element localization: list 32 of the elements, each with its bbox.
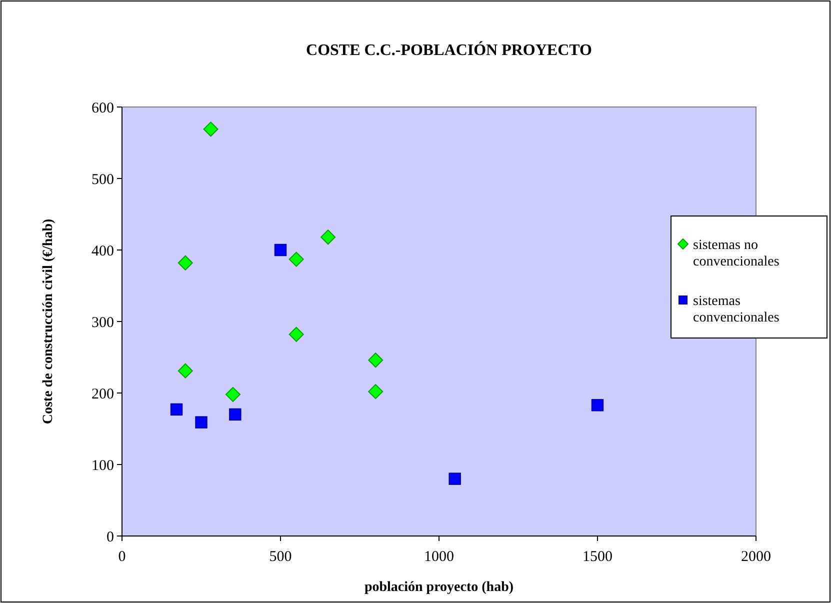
y-tick-label: 400: [92, 243, 114, 260]
x-tick-label: 1000: [424, 549, 454, 565]
point: [320, 230, 336, 245]
point: [225, 386, 240, 402]
y-tick-label: 0: [106, 529, 114, 546]
point: [288, 326, 304, 342]
point: [448, 472, 461, 485]
legend-label: sistemas no convencionales: [693, 238, 780, 270]
chart-title: COSTE C.C.-POBLACIÓN PROYECTO: [306, 41, 592, 59]
y-axis-title: Coste de construcción civil (€/hab): [41, 218, 56, 424]
x-tick-label: 500: [269, 549, 292, 565]
point: [195, 416, 208, 428]
x-tick-label: 2000: [741, 549, 771, 565]
point: [591, 399, 604, 412]
x-tick-label: 1500: [582, 549, 612, 565]
point: [229, 408, 242, 421]
point: [178, 255, 193, 270]
point: [170, 403, 183, 416]
point: [203, 122, 218, 137]
point: [178, 363, 193, 378]
point: [274, 244, 287, 256]
point: [368, 352, 384, 368]
point: [368, 384, 384, 400]
y-tick-label: 600: [92, 100, 114, 116]
y-tick-label: 100: [92, 458, 114, 474]
y-tick-label: 300: [92, 314, 114, 331]
point: [288, 252, 304, 267]
y-tick-label: 200: [92, 386, 114, 402]
y-tick-label: 500: [92, 172, 114, 188]
x-axis-title: población proyecto (hab): [364, 580, 514, 595]
legend-label: sistemas convencionales: [693, 294, 780, 326]
x-tick-label: 0: [118, 549, 126, 565]
